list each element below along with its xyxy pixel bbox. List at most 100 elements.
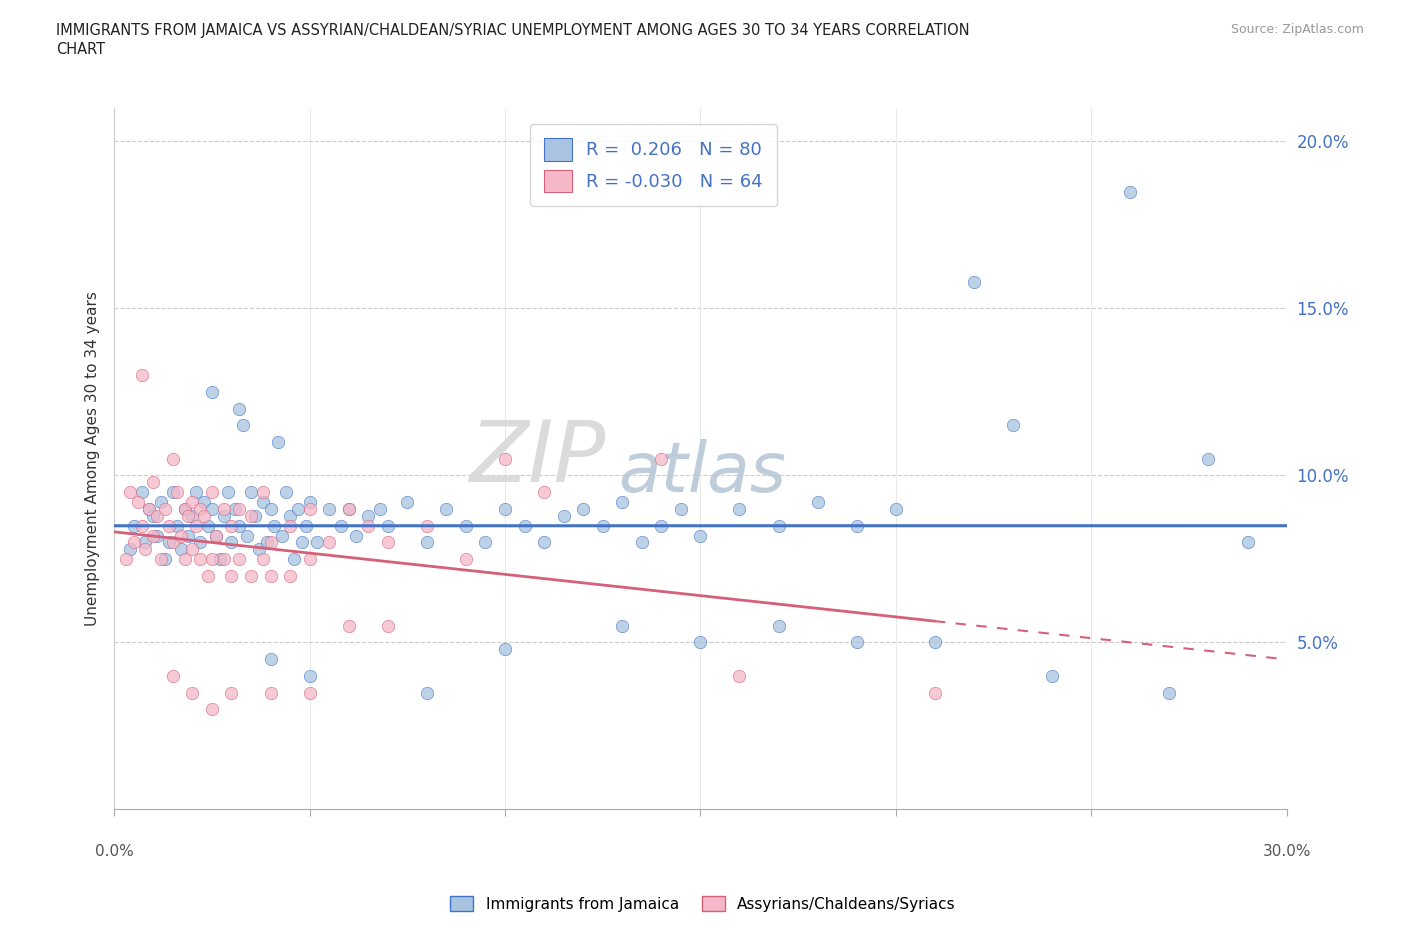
Point	[368, 501, 391, 516]
Point	[252, 551, 274, 566]
Text: 0.0%: 0.0%	[94, 844, 134, 859]
Point	[454, 518, 477, 533]
Point	[267, 434, 290, 449]
Point	[1236, 535, 1258, 550]
Point	[689, 528, 711, 543]
Point	[1159, 685, 1181, 700]
Point	[166, 518, 188, 533]
Point	[177, 508, 200, 523]
Point	[845, 635, 868, 650]
Text: 30.0%: 30.0%	[1263, 844, 1310, 859]
Point	[224, 501, 246, 516]
Point	[181, 541, 204, 556]
Text: Source: ZipAtlas.com: Source: ZipAtlas.com	[1230, 23, 1364, 36]
Point	[193, 508, 215, 523]
Point	[162, 451, 184, 466]
Point	[131, 485, 153, 499]
Point	[259, 685, 281, 700]
Point	[357, 508, 380, 523]
Point	[142, 508, 165, 523]
Point	[252, 495, 274, 510]
Point	[118, 485, 141, 499]
Point	[454, 551, 477, 566]
Point	[157, 535, 180, 550]
Point	[221, 685, 243, 700]
Point	[118, 541, 141, 556]
Point	[553, 508, 575, 523]
Point	[271, 528, 294, 543]
Point	[612, 618, 634, 633]
Point	[337, 618, 360, 633]
Point	[259, 568, 281, 583]
Point	[166, 485, 188, 499]
Point	[494, 501, 516, 516]
Point	[298, 551, 321, 566]
Point	[612, 495, 634, 510]
Point	[592, 518, 614, 533]
Point	[173, 501, 195, 516]
Point	[181, 685, 204, 700]
Point	[153, 501, 176, 516]
Point	[377, 518, 399, 533]
Text: ZIP: ZIP	[471, 418, 606, 500]
Point	[278, 518, 301, 533]
Point	[188, 551, 211, 566]
Point	[142, 474, 165, 489]
Text: atlas: atlas	[619, 439, 786, 506]
Point	[924, 635, 946, 650]
Point	[181, 508, 204, 523]
Point	[337, 501, 360, 516]
Text: IMMIGRANTS FROM JAMAICA VS ASSYRIAN/CHALDEAN/SYRIAC UNEMPLOYMENT AMONG AGES 30 T: IMMIGRANTS FROM JAMAICA VS ASSYRIAN/CHAL…	[56, 23, 970, 38]
Point	[298, 501, 321, 516]
Point	[357, 518, 380, 533]
Point	[115, 551, 138, 566]
Point	[131, 367, 153, 382]
Point	[186, 485, 208, 499]
Point	[162, 535, 184, 550]
Point	[650, 451, 672, 466]
Point	[728, 501, 751, 516]
Point	[142, 528, 165, 543]
Point	[173, 551, 195, 566]
Point	[294, 518, 316, 533]
Point	[377, 618, 399, 633]
Point	[138, 501, 160, 516]
Point	[127, 495, 149, 510]
Point	[239, 485, 262, 499]
Point	[533, 535, 555, 550]
Point	[208, 551, 231, 566]
Point	[963, 274, 986, 289]
Legend: Immigrants from Jamaica, Assyrians/Chaldeans/Syriacs: Immigrants from Jamaica, Assyrians/Chald…	[444, 889, 962, 918]
Point	[150, 495, 173, 510]
Point	[689, 635, 711, 650]
Point	[337, 501, 360, 516]
Point	[186, 518, 208, 533]
Point	[134, 535, 156, 550]
Point	[807, 495, 830, 510]
Point	[243, 508, 266, 523]
Point	[298, 669, 321, 684]
Y-axis label: Unemployment Among Ages 30 to 34 years: Unemployment Among Ages 30 to 34 years	[86, 291, 100, 626]
Point	[1002, 418, 1025, 432]
Point	[377, 535, 399, 550]
Point	[252, 485, 274, 499]
Point	[217, 485, 239, 499]
Point	[212, 551, 235, 566]
Point	[221, 518, 243, 533]
Point	[494, 642, 516, 657]
Point	[1197, 451, 1219, 466]
Point	[232, 418, 254, 432]
Legend: R =  0.206   N = 80, R = -0.030   N = 64: R = 0.206 N = 80, R = -0.030 N = 64	[530, 124, 778, 206]
Point	[298, 685, 321, 700]
Point	[212, 501, 235, 516]
Point	[173, 501, 195, 516]
Point	[221, 568, 243, 583]
Point	[204, 528, 226, 543]
Point	[162, 669, 184, 684]
Point	[188, 535, 211, 550]
Point	[228, 401, 250, 416]
Point	[259, 652, 281, 667]
Point	[650, 518, 672, 533]
Point	[259, 535, 281, 550]
Point	[318, 501, 340, 516]
